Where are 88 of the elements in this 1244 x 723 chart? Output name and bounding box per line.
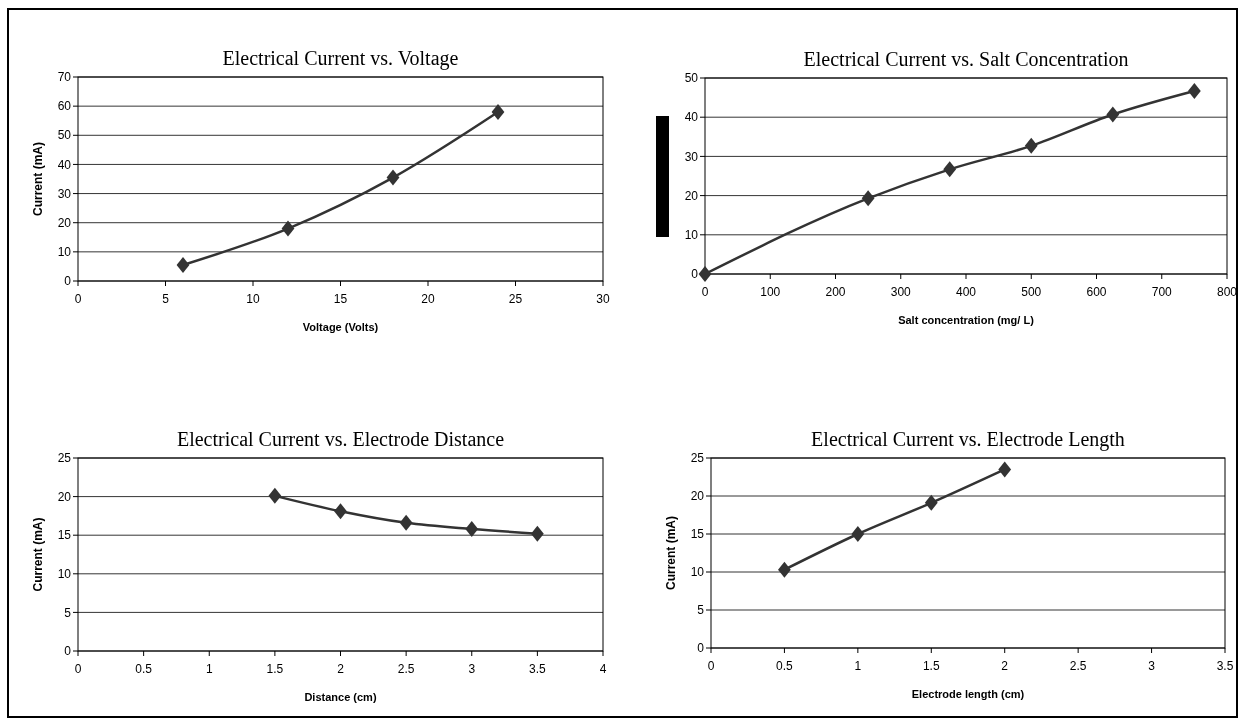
x-tick-label: 3 <box>468 662 476 676</box>
point <box>861 190 875 207</box>
x-tick-label: 25 <box>508 292 523 306</box>
x-tick-label: 0 <box>74 292 82 306</box>
x-axis-title: Electrode length (cm) <box>911 688 1025 700</box>
point <box>1024 137 1038 154</box>
x-tick-label: 0.5 <box>135 662 153 676</box>
point <box>1187 82 1201 99</box>
point <box>491 103 505 120</box>
y-tick-label: 0 <box>64 644 72 659</box>
chart-title: Electrical Current vs. Electrode Distance <box>176 428 505 450</box>
y-tick-label: 20 <box>684 188 699 203</box>
y-tick-label: 5 <box>64 605 72 620</box>
y-tick-label: 5 <box>697 603 705 618</box>
point <box>698 266 712 282</box>
x-tick-label: 500 <box>1021 285 1042 299</box>
y-tick-label: 30 <box>57 186 72 201</box>
x-tick-label: 2 <box>337 662 345 676</box>
point <box>998 461 1012 478</box>
y-tick-label: 20 <box>57 215 72 230</box>
y-tick-label: 10 <box>684 228 699 242</box>
point <box>851 526 865 542</box>
x-tick-label: 20 <box>421 292 435 306</box>
point <box>176 256 190 273</box>
y-tick-label: 30 <box>684 149 699 164</box>
point <box>943 161 957 178</box>
y-tick-label: 25 <box>690 451 705 466</box>
x-tick-label: 1 <box>854 659 862 673</box>
y-axis-title: Current (mA) <box>664 516 678 590</box>
y-tick-label: 0 <box>697 641 705 656</box>
y-tick-label: 15 <box>57 528 72 543</box>
x-tick-label: 2.5 <box>1069 659 1087 673</box>
x-axis-title: Salt concentration (mg/ L) <box>898 314 1035 326</box>
x-tick-label: 2.5 <box>397 662 415 676</box>
x-tick-label: 1.5 <box>922 659 940 673</box>
x-tick-label: 700 <box>1151 285 1173 299</box>
y-tick-label: 20 <box>690 489 705 504</box>
x-tick-label: 400 <box>955 285 977 299</box>
x-tick-label: 5 <box>162 292 170 306</box>
x-tick-label: 30 <box>596 292 610 306</box>
y-tick-label: 70 <box>57 70 72 85</box>
point <box>386 169 400 186</box>
y-tick-label: 40 <box>684 110 699 125</box>
y-tick-label: 20 <box>57 489 72 504</box>
x-tick-label: 0.5 <box>776 659 794 673</box>
y-tick-label: 15 <box>690 527 705 542</box>
point <box>281 220 295 237</box>
x-tick-label: 800 <box>1216 285 1238 299</box>
y-tick-label: 0 <box>691 267 699 282</box>
point <box>530 525 544 542</box>
x-tick-label: 2 <box>1001 659 1009 673</box>
point <box>399 514 413 531</box>
chart-title: Electrical Current vs. Voltage <box>222 47 459 70</box>
x-axis-title: Voltage (Volts) <box>302 321 379 333</box>
x-tick-label: 1 <box>205 662 213 676</box>
point <box>1106 106 1120 123</box>
x-tick-label: 4 <box>599 662 607 676</box>
x-tick-label: 200 <box>825 285 846 299</box>
y-tick-label: 25 <box>57 451 72 466</box>
x-tick-label: 10 <box>246 292 260 306</box>
y-tick-label: 50 <box>684 71 699 86</box>
x-axis-title: Distance (cm) <box>304 691 377 703</box>
y-tick-label: 40 <box>57 157 72 172</box>
y-tick-label: 50 <box>57 128 72 143</box>
y-axis-title: Current (mA) <box>31 517 45 592</box>
point <box>465 521 479 538</box>
point <box>268 487 282 504</box>
x-tick-label: 0 <box>707 659 715 673</box>
x-tick-label: 100 <box>760 285 781 299</box>
chart-title: Electrical Current vs. Electrode Length <box>811 428 1125 451</box>
point <box>334 503 347 520</box>
x-tick-label: 0 <box>74 662 82 676</box>
y-tick-label: 60 <box>57 99 72 114</box>
x-tick-label: 3 <box>1148 659 1156 673</box>
x-tick-label: 300 <box>890 285 912 299</box>
y-tick-label: 10 <box>690 565 705 580</box>
point <box>924 494 938 511</box>
x-tick-label: 1.5 <box>266 662 284 676</box>
y-axis-title: Current (mA) <box>31 142 45 216</box>
x-tick-label: 600 <box>1086 285 1107 299</box>
chart-title: Electrical Current vs. Salt Concentration <box>803 48 1129 70</box>
y-tick-label: 10 <box>57 567 72 581</box>
y-tick-label: 10 <box>57 245 72 260</box>
point <box>778 561 791 578</box>
y-tick-label: 0 <box>64 274 72 289</box>
x-tick-label: 15 <box>333 292 348 306</box>
x-tick-label: 3.5 <box>1216 659 1234 673</box>
x-tick-label: 3.5 <box>529 662 547 676</box>
